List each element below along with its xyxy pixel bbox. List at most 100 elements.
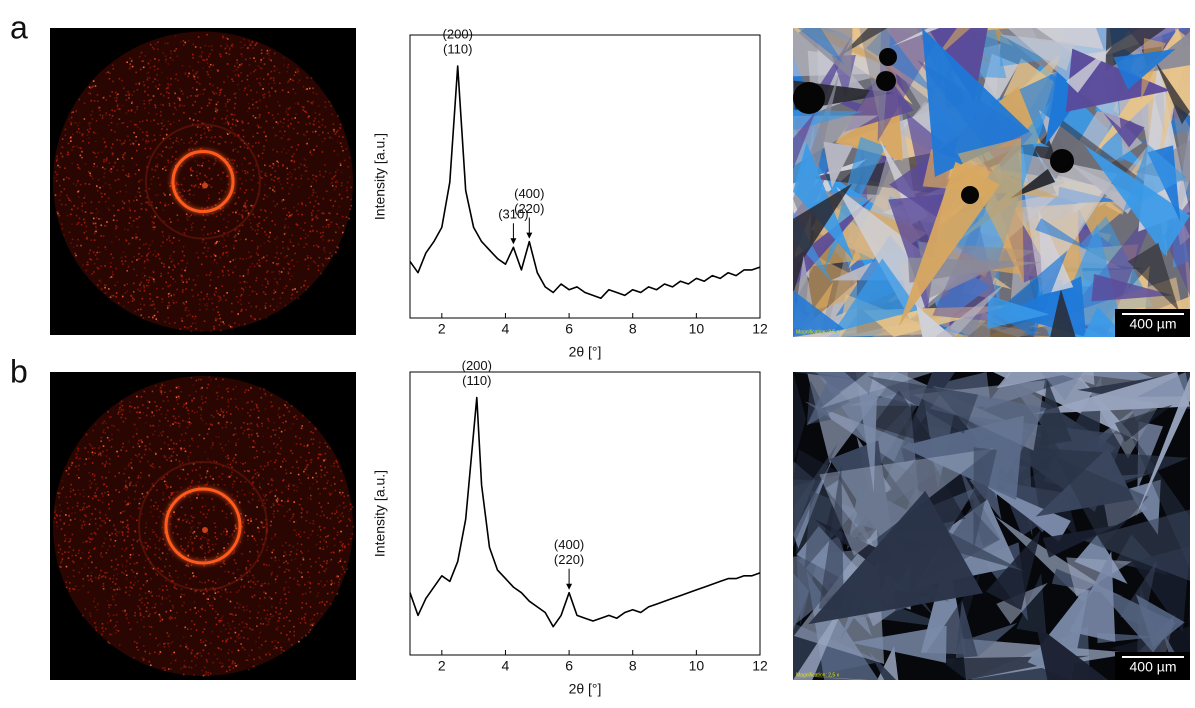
speckle [187,315,189,317]
speckle [241,579,243,581]
speckle [254,595,256,597]
speckle [195,665,197,667]
speckle [209,605,211,607]
speckle [318,572,320,574]
speckle [119,108,121,110]
speckle [100,265,102,267]
speckle [223,410,225,412]
speckle [96,156,98,158]
speckle [238,75,240,77]
speckle [296,549,298,551]
speckle [349,208,351,210]
speckle [183,178,185,180]
speckle [198,379,200,381]
speckle [292,79,294,81]
speckle [290,472,292,474]
speckle [176,443,178,445]
speckle [206,309,208,311]
speckle [156,595,158,597]
speckle [125,174,127,176]
speckle [200,418,202,420]
speckle [108,209,110,211]
speckle [242,258,244,260]
speckle [61,191,63,193]
speckle [144,532,146,534]
speckle [212,85,214,87]
speckle [304,584,306,586]
speckle [197,494,199,496]
speckle [190,500,192,502]
speckle [183,232,185,234]
speckle [322,212,324,214]
speckle [119,589,121,591]
speckle [231,142,233,144]
speckle [278,437,280,439]
speckle [203,593,205,595]
speckle [202,162,204,164]
speckle [343,502,345,504]
speckle [190,137,192,139]
speckle [92,462,94,464]
speckle [62,480,64,482]
speckle [249,257,251,259]
speckle [301,427,303,429]
speckle [271,179,273,181]
speckle [237,313,239,315]
speckle [298,73,300,75]
speckle [175,570,177,572]
speckle [188,40,190,42]
speckle [178,184,180,186]
speckle [264,93,266,95]
speckle [313,623,315,625]
speckle [82,509,84,511]
speckle [162,585,164,587]
speckle [275,592,277,594]
speckle [202,156,204,158]
speckle [170,84,172,86]
speckle [148,285,150,287]
speckle [132,446,134,448]
speckle [271,271,273,273]
speckle [88,496,90,498]
speckle [116,578,118,580]
speckle [60,153,62,155]
speckle [269,112,271,114]
speckle [336,131,338,133]
speckle [225,571,227,573]
speckle [222,270,224,272]
speckle [350,503,352,505]
speckle [255,60,257,62]
speckle [69,496,71,498]
speckle [204,628,206,630]
speckle [191,482,193,484]
speckle [61,560,63,562]
speckle [313,261,315,263]
speckle [123,488,125,490]
speckle [227,206,229,208]
speckle [68,198,70,200]
speckle [275,257,277,259]
speckle [175,109,177,111]
speckle [186,521,188,523]
speckle [106,225,108,227]
speckle [187,215,189,217]
speckle [73,122,75,124]
speckle [149,538,151,540]
speckle [78,458,80,460]
speckle [175,660,177,662]
speckle [207,71,209,73]
speckle [114,131,116,133]
speckle [290,176,292,178]
speckle [196,497,198,499]
speckle [118,239,120,241]
speckle [110,604,112,606]
speckle [250,518,252,520]
speckle [139,503,141,505]
speckle [109,642,111,644]
speckle [303,86,305,88]
speckle [177,80,179,82]
speckle [207,598,209,600]
speckle [326,541,328,543]
speckle [183,602,185,604]
speckle [278,504,280,506]
